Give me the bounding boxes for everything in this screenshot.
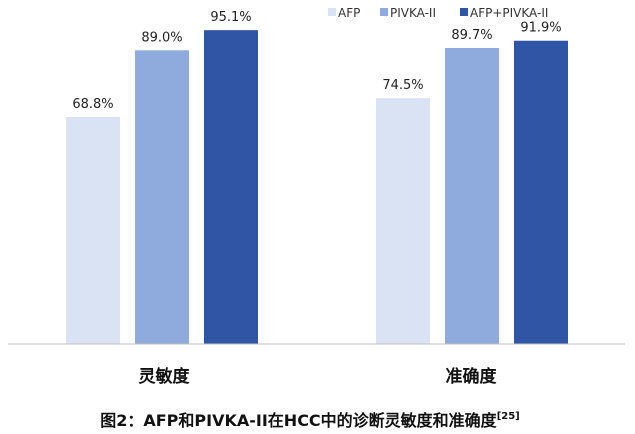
bar-afp-1 (66, 116, 120, 345)
bar-afp-2 (376, 98, 430, 345)
bar-afp-pivka-ii-2 (514, 40, 568, 344)
legend-label-afp: AFP (338, 6, 360, 20)
legend-swatch-afp-pivka-ii (460, 8, 468, 16)
bar-pivka-ii-2 (445, 47, 499, 345)
legend: AFP PIVKA-II AFP+PIVKA-II (328, 6, 548, 20)
legend-swatch-afp (328, 8, 336, 16)
value-label-afp-pivka-ii-2: 91.9% (520, 21, 561, 36)
figure-caption: 图2：AFP和PIVKA-II在HCC中的诊断灵敏度和准确度[25] (100, 411, 520, 430)
caption-reference: [25] (497, 411, 520, 422)
bars (66, 30, 568, 345)
value-label-afp-2: 74.5% (382, 78, 423, 93)
value-label-afp-1: 68.8% (72, 97, 113, 112)
bar-pivka-ii-1 (135, 50, 189, 345)
legend-label-afp-pivka-ii: AFP+PIVKA-II (470, 6, 548, 20)
legend-label-pivka-ii: PIVKA-II (390, 6, 436, 20)
legend-swatch-pivka-ii (380, 8, 388, 16)
value-label-pivka-ii-1: 89.0% (141, 30, 182, 45)
caption-text: 图2：AFP和PIVKA-II在HCC中的诊断灵敏度和准确度 (100, 411, 497, 430)
value-label-afp-pivka-ii-1: 95.1% (210, 10, 251, 25)
category-label-2: 准确度 (446, 366, 498, 387)
category-label-1: 灵敏度 (139, 366, 191, 387)
bar-afp-pivka-ii-1 (204, 30, 258, 344)
value-label-pivka-ii-2: 89.7% (451, 28, 492, 43)
category-labels: 灵敏度 准确度 (139, 366, 498, 387)
value-labels: 68.8% 74.5% 89.0% 89.7% 95.1% 91.9% (72, 10, 561, 112)
